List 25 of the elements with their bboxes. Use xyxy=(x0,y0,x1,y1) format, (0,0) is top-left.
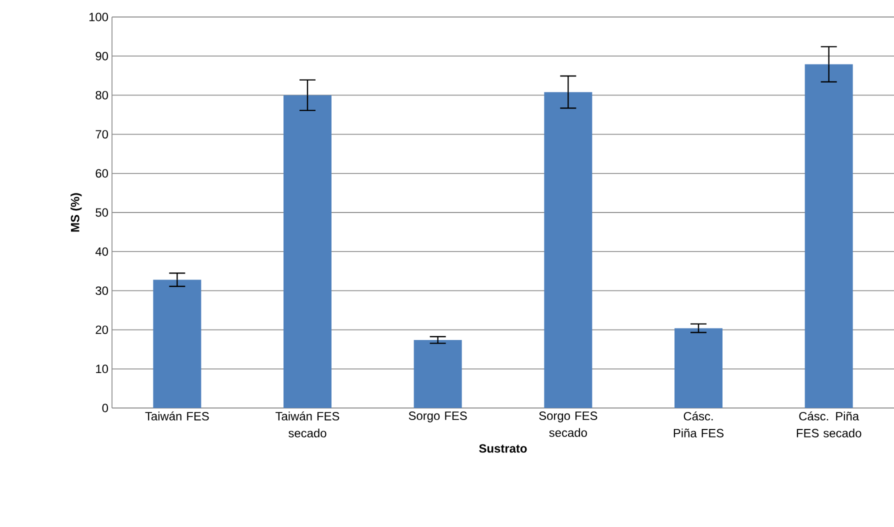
bar xyxy=(674,328,723,408)
x-tick-label: Sorgo FES secado xyxy=(539,412,598,437)
bar xyxy=(153,280,202,408)
y-axis-title: MS (%) xyxy=(70,193,82,232)
y-tick-label: 90 xyxy=(96,52,108,60)
x-tick-label: Taiwán FES secado xyxy=(276,412,340,438)
y-tick-label: 30 xyxy=(96,286,108,295)
y-tick-label: 60 xyxy=(96,169,108,178)
y-tick-label: 10 xyxy=(96,364,108,374)
bar xyxy=(544,92,592,408)
y-tick-label: 100 xyxy=(89,12,108,22)
bar xyxy=(414,340,462,408)
x-tick-label: Cásc. Piña FES xyxy=(674,412,724,438)
y-tick-label: 80 xyxy=(96,90,108,100)
bar xyxy=(284,95,332,408)
x-axis-title: Sustrato xyxy=(479,444,527,453)
x-tick-label: Sorgo FES xyxy=(408,412,467,422)
y-tick-label: 0 xyxy=(102,404,108,412)
y-tick-label: 70 xyxy=(96,130,108,139)
bar xyxy=(804,64,853,408)
y-tick-label: 20 xyxy=(96,326,108,334)
x-tick-label: Cásc. Piña FES secado xyxy=(796,412,862,438)
x-tick-label: Taiwán FES xyxy=(145,412,209,420)
y-tick-label: 50 xyxy=(96,208,108,217)
y-tick-label: 40 xyxy=(95,247,108,256)
